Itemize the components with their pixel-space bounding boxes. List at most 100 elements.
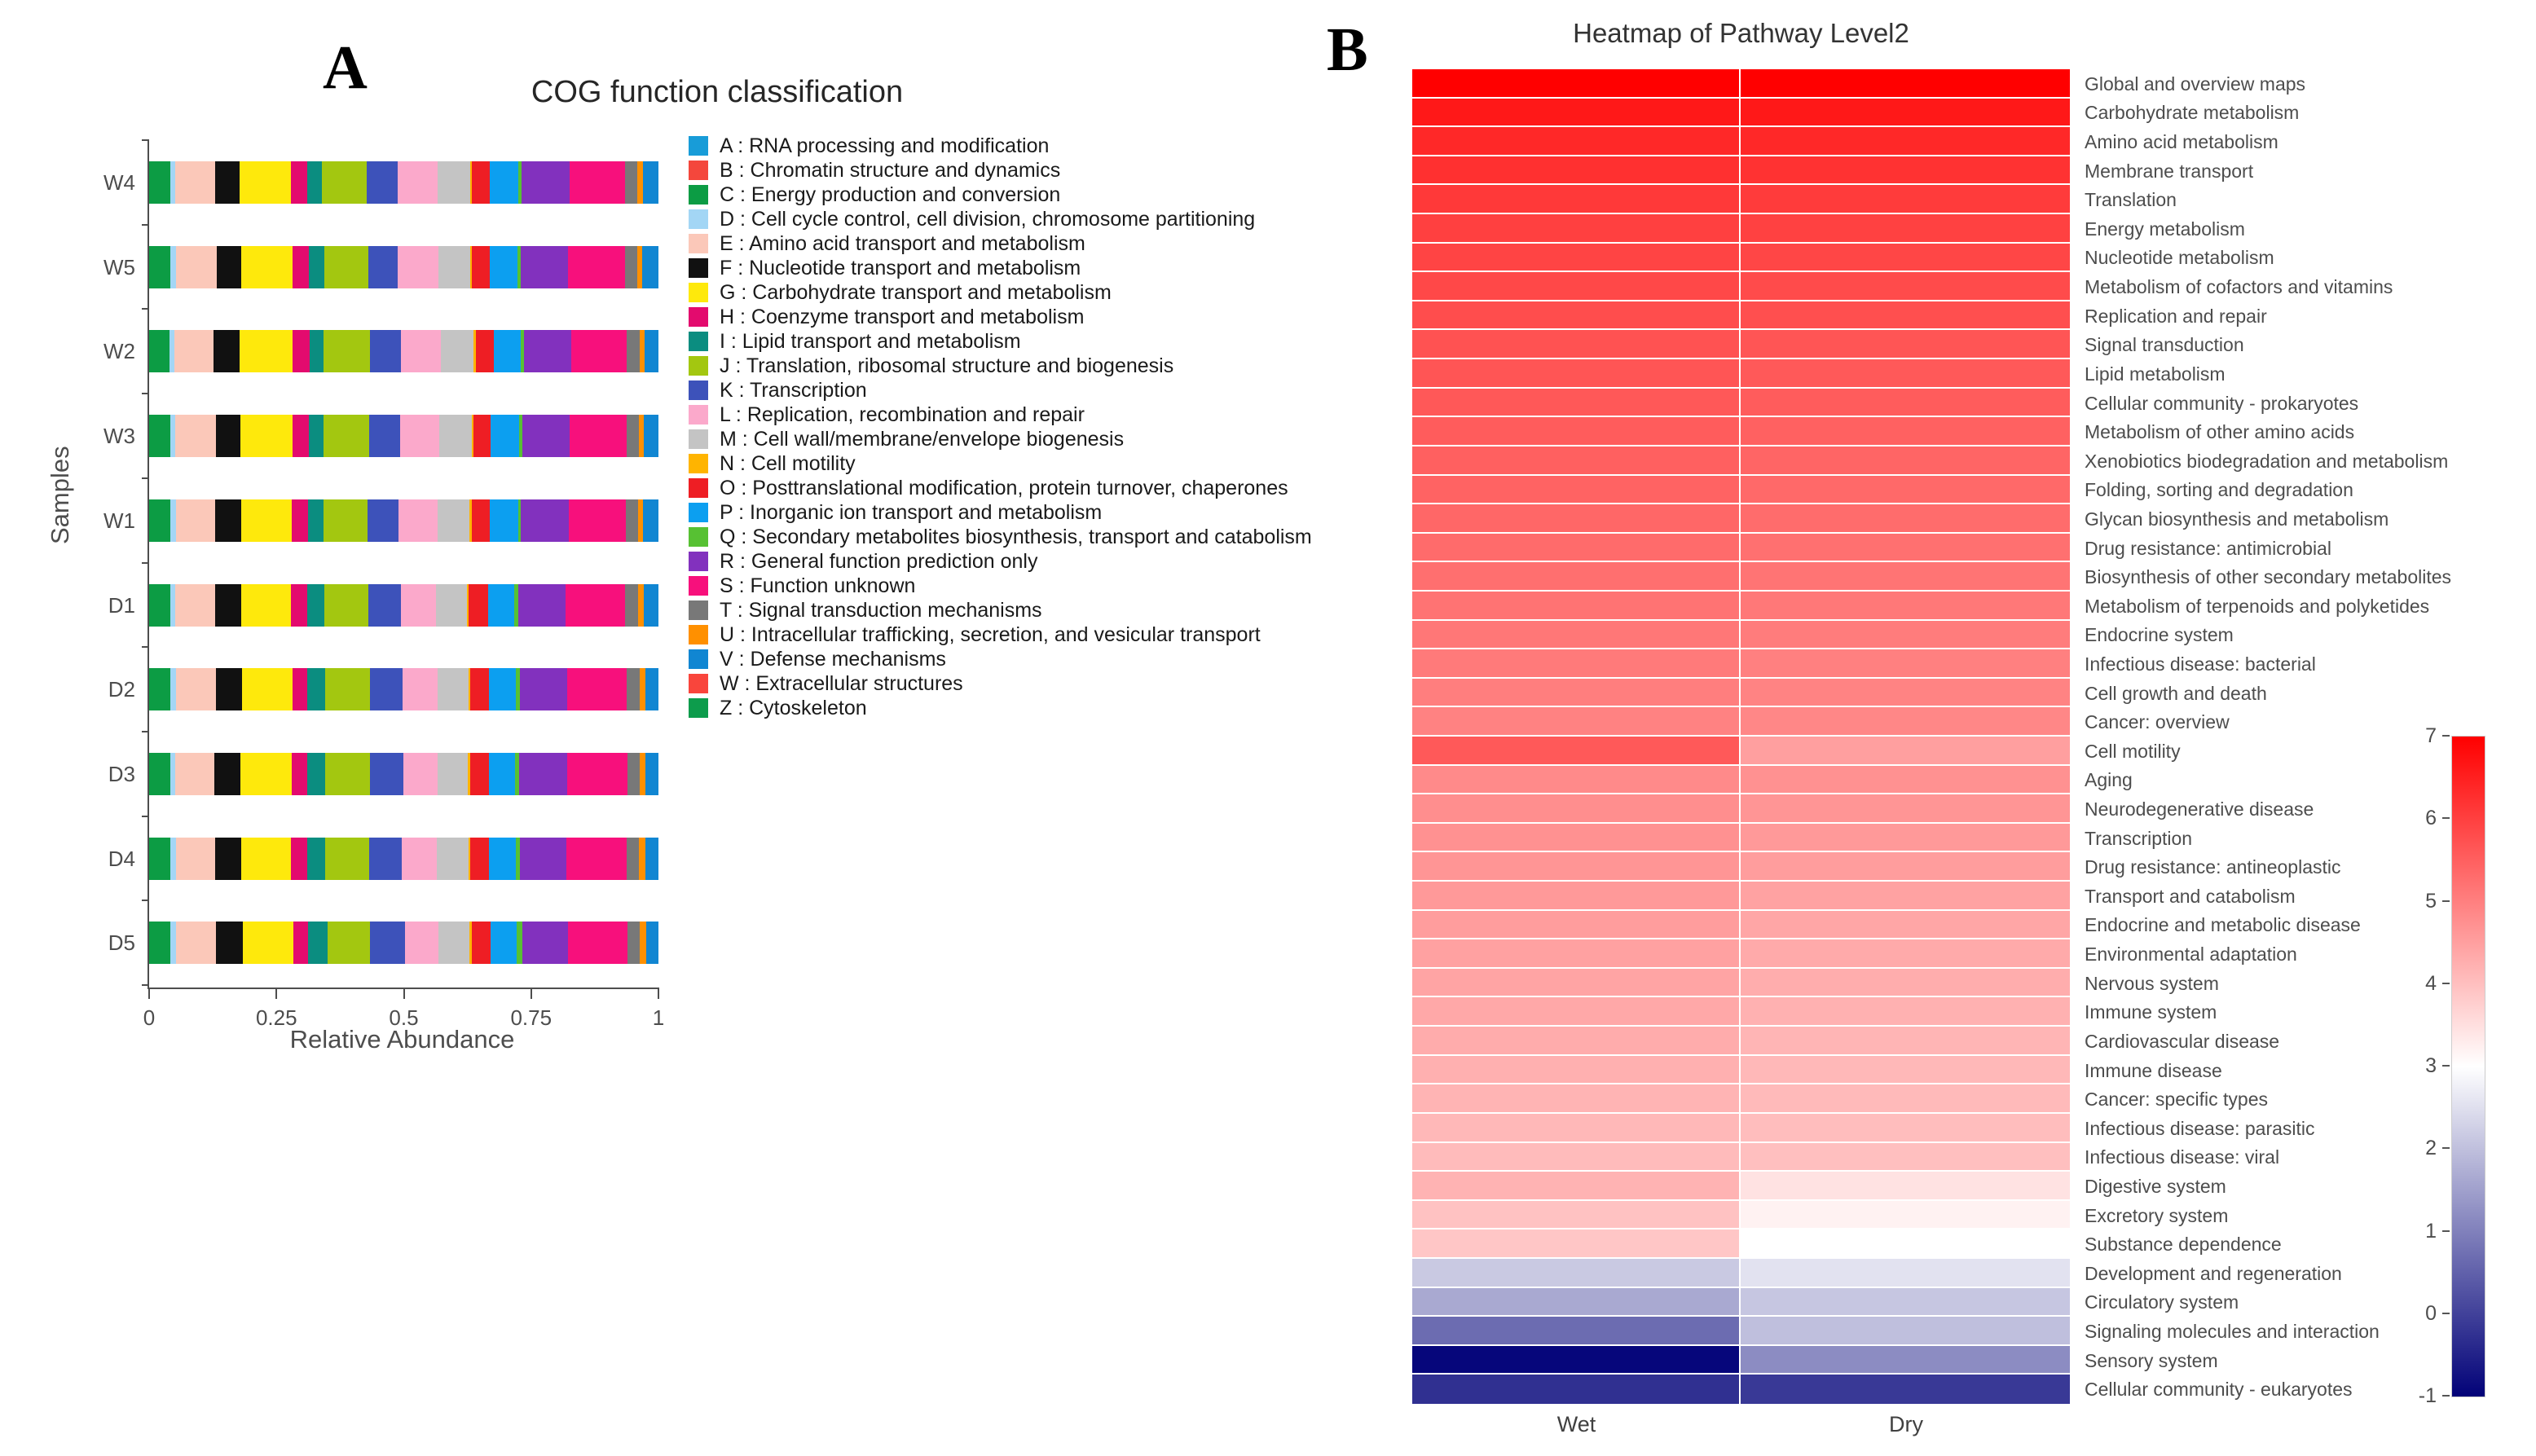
bar-segment-M [437,837,469,880]
legend-item-R: R : General function prediction only [689,549,1038,574]
heatmap-row [1412,389,2070,417]
heatmap-cell-dry [1741,1027,2070,1056]
heatmap-cell-wet [1412,737,1741,766]
bar-segment-V [644,583,658,627]
heatmap-cell-dry [1741,359,2070,389]
heatmap-cell-wet [1412,1201,1741,1229]
heatmap-cell-dry [1741,592,2070,621]
heatmap-cell-wet [1412,1317,1741,1346]
bar-segment-S [569,499,626,542]
bar-segment-I [309,415,324,458]
bar-segment-H [292,668,308,711]
heatmap-cell-dry [1741,766,2070,794]
cog-barchart-plot-area: 0 0.25 0.5 0.75 1 [142,139,664,1030]
bar-segment-P [489,245,517,288]
legend-label-R: R : General function prediction only [720,549,1038,573]
y-axis-tick [142,646,149,649]
bar-segment-R [518,583,566,627]
heatmap-cell-dry [1741,1288,2070,1317]
x-axis-tick-label: 0.75 [510,1005,553,1030]
heatmap-row-label: Glycan biosynthesis and metabolism [2085,508,2389,530]
heatmap-cell-dry [1741,1201,2070,1229]
legend-item-B: B : Chromatin structure and dynamics [689,158,1060,183]
heatmap-row [1412,214,2070,244]
heatmap-row-label: Aging [2085,769,2133,791]
bar-segment-U [639,330,645,373]
bar-segment-H [291,583,307,627]
bar-segment-D [170,499,176,542]
colorbar-tick-label: 4 [2425,971,2437,995]
heatmap-row-label: Lipid metabolism [2085,363,2226,385]
bar-segment-P [487,583,515,627]
colorbar-tick-label: 5 [2425,889,2437,913]
heatmap-cell-wet [1412,99,1741,127]
bar-segment-I [309,330,324,373]
heatmap-row [1412,707,2070,737]
x-axis-tick-label: 1 [652,1005,665,1030]
heatmap-cell-dry [1741,1259,2070,1288]
legend-label-W: W : Extracellular structures [720,671,963,695]
heatmap-row-label: Replication and repair [2085,305,2267,327]
x-axis-tick-label: 0.25 [255,1005,297,1030]
legend-label-G: G : Carbohydrate transport and metabolis… [720,280,1112,304]
bar-segment-T [626,837,640,880]
bar-segment-M [437,668,469,711]
legend-swatch-H [689,307,708,327]
bar-segment-S [567,668,627,711]
legend-swatch-A [689,136,708,156]
bar-segment-V [645,837,658,880]
legend-swatch-S [689,576,708,596]
heatmap-row-label: Infectious disease: viral [2085,1146,2280,1168]
bar-segment-L [400,583,437,627]
bar-segment-P [488,668,516,711]
legend-label-B: B : Chromatin structure and dynamics [720,158,1061,182]
y-axis-tick [142,730,149,732]
legend-swatch-O [689,478,708,498]
heatmap-row [1412,446,2070,476]
heatmap-row-label: Signaling molecules and interaction [2085,1320,2380,1342]
heatmap-cell-dry [1741,1143,2070,1172]
heatmap-cell-wet [1412,852,1741,882]
heatmap-row-label: Substance dependence [2085,1234,2282,1256]
bar-segment-F [215,668,242,711]
heatmap-cell-dry [1741,1375,2070,1404]
bar-segment-J [327,922,371,965]
bar-segment-U [639,837,645,880]
legend-swatch-I [689,332,708,351]
colorbar-tick [2442,817,2450,820]
bar-segment-N [469,161,473,204]
heatmap-cell-dry [1741,824,2070,852]
bar-segment-J [324,245,368,288]
bar-segment-O [472,161,491,204]
heatmap-cell-dry [1741,446,2070,476]
bar-segment-K [368,245,398,288]
bar-segment-M [438,245,470,288]
bar-segment-K [367,161,398,204]
bar-segment-C [149,752,170,795]
bar-segment-K [369,752,403,795]
heatmap-cell-dry [1741,997,2070,1027]
bar-segment-R [524,330,571,373]
bar-segment-C [149,922,170,965]
bar-segment-H [293,245,310,288]
x-axis-tick [148,988,150,999]
sample-label-W3: W3 [103,424,135,449]
heatmap-row-label: Nucleotide metabolism [2085,247,2274,269]
bar-segment-D [170,161,175,204]
heatmap-row [1412,272,2070,301]
heatmap-row [1412,1288,2070,1317]
bar-segment-U [638,415,644,458]
heatmap-row [1412,417,2070,446]
bar-segment-F [214,752,241,795]
x-axis-tick [403,988,405,999]
heatmap-row [1412,737,2070,766]
bar-segment-S [566,837,627,880]
heatmap-row-label: Energy metabolism [2085,218,2245,240]
bar-segment-O [471,499,491,542]
heatmap-cell-dry [1741,939,2070,969]
heatmap-cell-wet [1412,679,1741,707]
bar-segment-J [324,415,369,458]
legend-item-L: L : Replication, recombination and repai… [689,402,1085,427]
bar-segment-M [436,583,467,627]
heatmap-cell-dry [1741,244,2070,272]
